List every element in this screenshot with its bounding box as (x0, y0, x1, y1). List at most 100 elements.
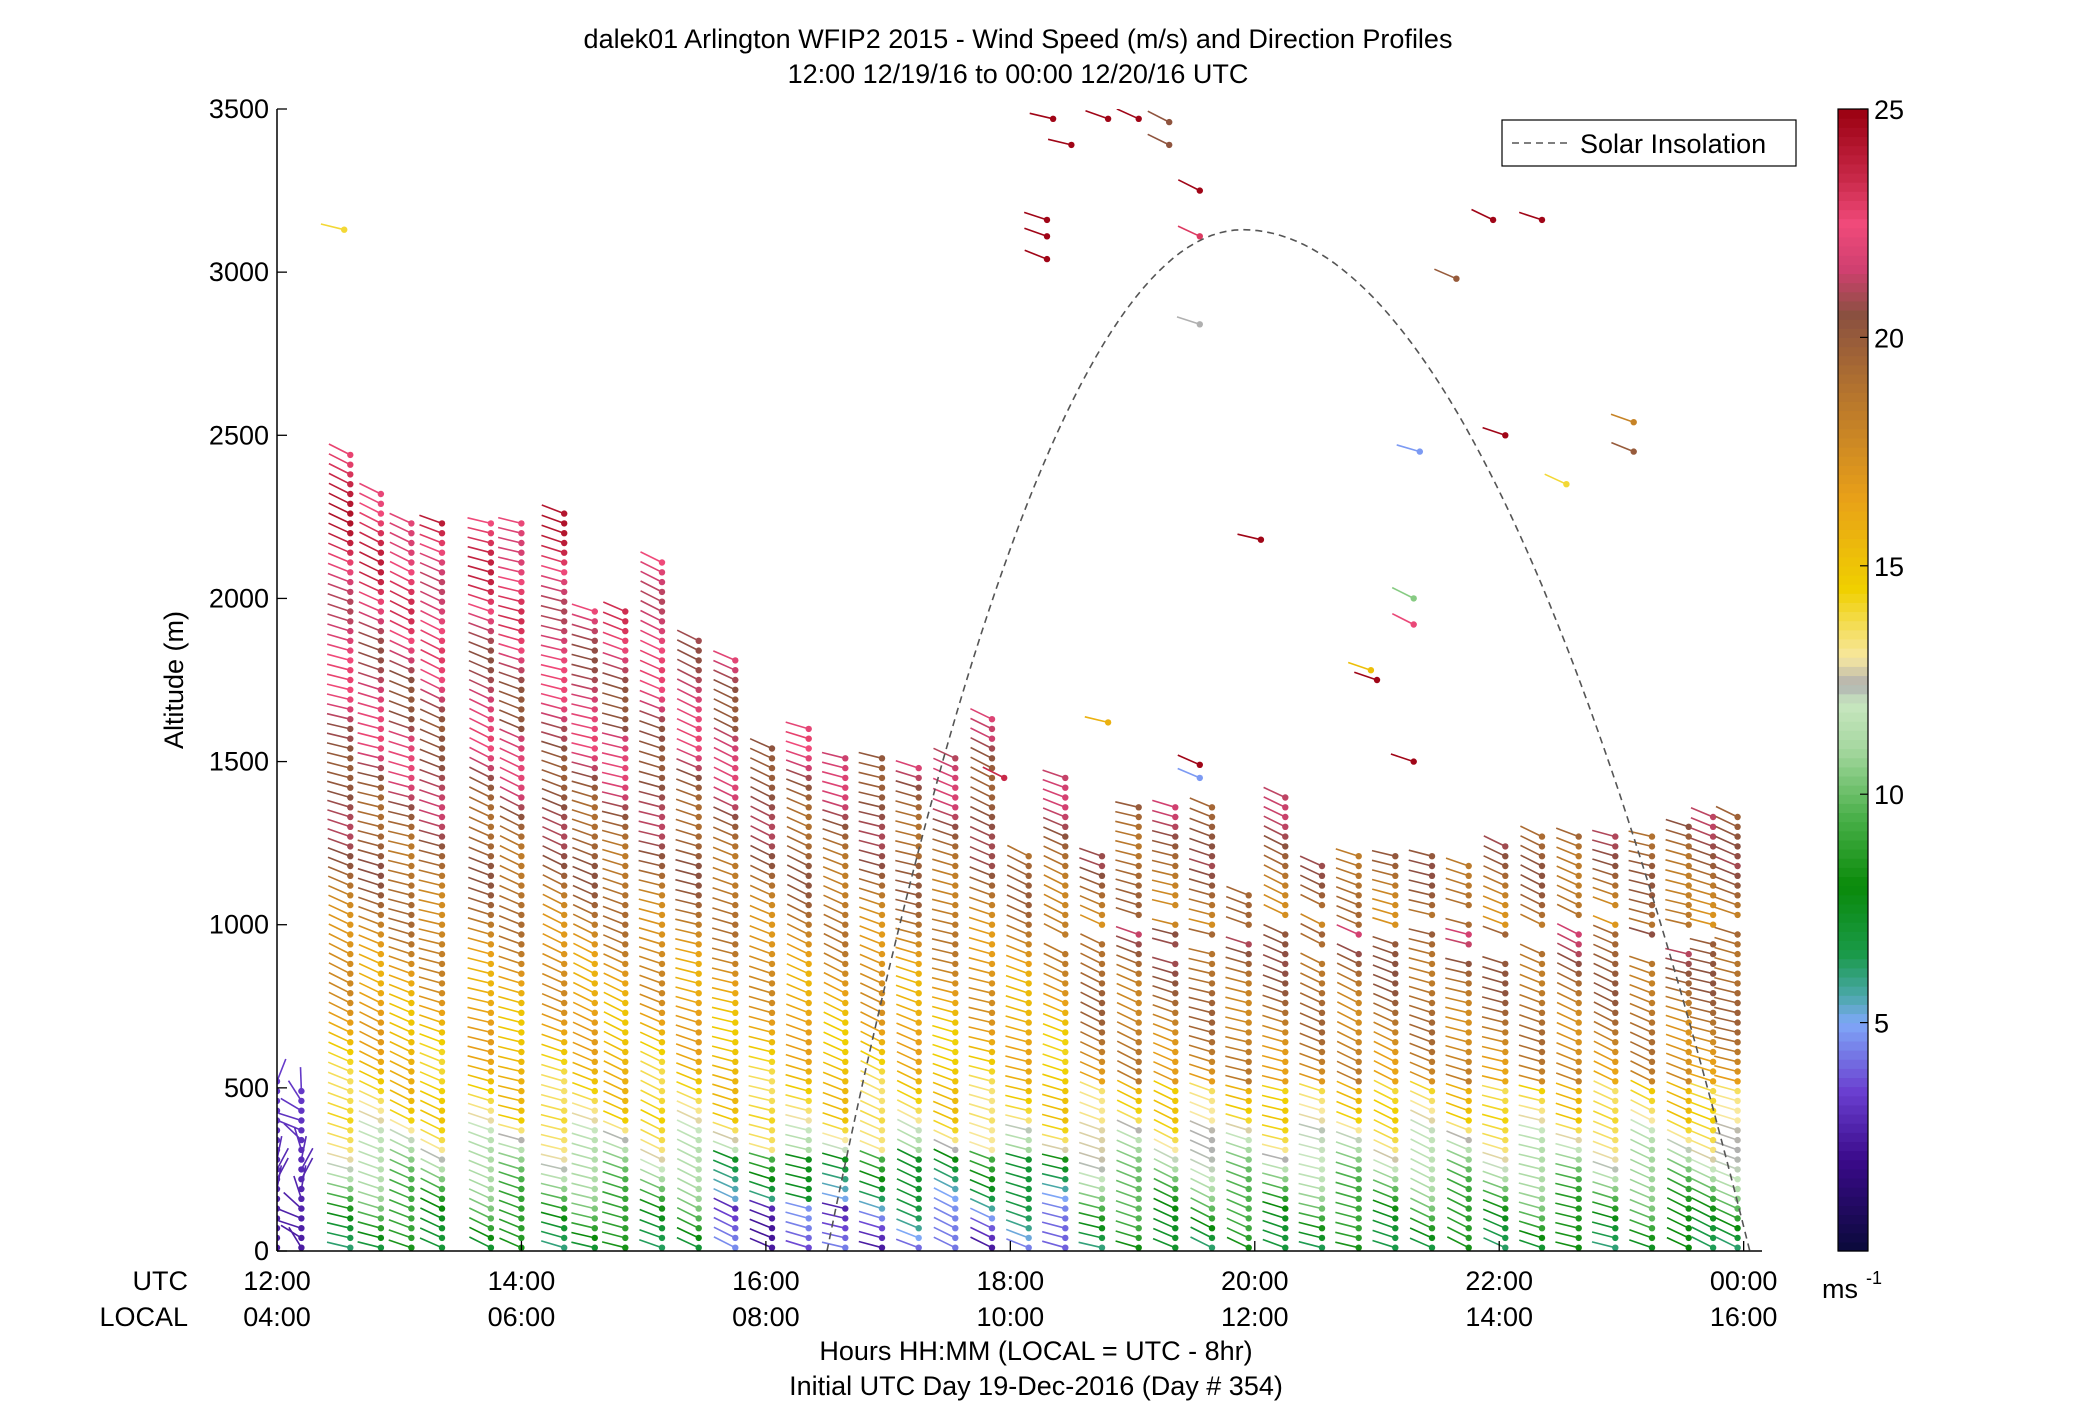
wind-barb-point (1062, 853, 1069, 860)
wind-barb-point (1502, 1087, 1509, 1095)
wind-barb-point (1282, 970, 1289, 977)
wind-barb-staff (1665, 818, 1689, 828)
wind-barb-point (878, 950, 886, 958)
wind-barb-staff (571, 1172, 595, 1180)
colorbar-band (1838, 246, 1868, 256)
wind-barb-staff (896, 1108, 920, 1122)
wind-barb-point (768, 980, 776, 987)
wind-barb-point (732, 755, 739, 762)
wind-barb-point (408, 530, 415, 537)
wind-barb-point (1734, 1244, 1741, 1251)
wind-barb-staff (1116, 982, 1140, 994)
wind-barb-point (622, 921, 629, 928)
wind-barb-staff (387, 820, 412, 828)
wind-barb-point (1538, 1117, 1546, 1124)
wind-barb-staff (541, 1053, 565, 1063)
wind-barb-staff (821, 1221, 846, 1229)
wind-barb-staff (1261, 1124, 1286, 1132)
wind-barb-staff (1555, 1122, 1579, 1132)
wind-barb-point (408, 520, 415, 527)
wind-barb-staff (389, 1108, 412, 1122)
wind-barb-point (622, 627, 629, 635)
wind-barb-staff (601, 1231, 626, 1239)
wind-barb-staff (748, 1094, 773, 1102)
wind-barb-point (622, 813, 629, 821)
wind-barb-point (1685, 1146, 1692, 1154)
wind-barb-point (842, 823, 849, 830)
wind-barb-staff (1151, 956, 1176, 965)
wind-barb-point (347, 716, 354, 723)
wind-barb-point (1709, 1009, 1717, 1016)
wind-barb-staff (1189, 1082, 1213, 1092)
wind-barb-staff (823, 932, 846, 946)
wind-barb-staff (823, 1011, 846, 1024)
wind-barb-staff (1006, 854, 1030, 867)
wind-barb-staff (1518, 1094, 1543, 1102)
wind-barb-point (1685, 1185, 1692, 1193)
wind-barb-point (1135, 1068, 1142, 1075)
colorbar-band (1838, 1241, 1868, 1252)
wind-barb-point (768, 911, 776, 919)
wind-barb-staff (389, 1050, 412, 1063)
wind-barb-point (915, 931, 922, 938)
wind-barb-staff (1151, 898, 1176, 906)
wind-barb-staff (858, 1190, 883, 1200)
wind-barb-point (1282, 1127, 1289, 1134)
wind-barb-staff (1116, 963, 1140, 975)
wind-barb-staff (601, 820, 626, 828)
wind-barb-staff (1446, 1226, 1470, 1239)
wind-barb-staff (327, 1101, 351, 1112)
wind-barb-point (1172, 999, 1179, 1007)
wind-barb-staff (969, 1197, 993, 1210)
wind-barb-point (1685, 960, 1692, 968)
wind-barb-point (1355, 999, 1362, 1007)
wind-barb-staff (1151, 879, 1176, 887)
colorbar-band (1838, 620, 1868, 631)
wind-barb-point (658, 892, 666, 899)
wind-barb-point (487, 872, 495, 879)
wind-barb-point (1208, 892, 1216, 899)
wind-barb-staff (1714, 976, 1738, 985)
wind-barb-point (347, 911, 354, 919)
wind-barb-staff (713, 1216, 736, 1229)
wind-barb-point (1465, 999, 1472, 1007)
wind-barb-staff (468, 640, 492, 652)
wind-barb-staff (895, 830, 919, 838)
wind-barb-point (915, 1205, 922, 1212)
wind-barb-staff (1666, 1226, 1690, 1239)
wind-barb-point (805, 1039, 812, 1046)
colorbar-band (1838, 474, 1868, 485)
wind-barb-staff (821, 1231, 846, 1239)
wind-barb-point (658, 911, 666, 919)
wind-barb-point (768, 1185, 776, 1193)
wind-barb-point (1135, 1058, 1142, 1066)
wind-barb-staff (467, 957, 492, 965)
wind-barb-staff (1263, 864, 1286, 877)
wind-barb-staff (1714, 906, 1738, 916)
wind-barb-point (695, 1185, 702, 1193)
wind-barb-point (695, 1156, 702, 1163)
wind-barb-staff (1116, 973, 1140, 985)
wind-barb-staff (326, 1241, 351, 1249)
wind-barb-point (658, 745, 666, 752)
wind-barb-staff (1225, 1093, 1249, 1102)
wind-barb-staff (1176, 316, 1201, 326)
y-tick-label: 3000 (209, 257, 269, 287)
wind-barb-staff (326, 712, 351, 720)
wind-barb-staff (419, 728, 443, 740)
wind-barb-point (695, 990, 702, 997)
wind-barb-staff (572, 1031, 596, 1043)
colorbar-band (1838, 392, 1868, 402)
wind-barb-point (408, 823, 415, 830)
wind-barb-point (732, 1068, 739, 1075)
wind-barb-point (561, 1058, 568, 1066)
wind-barb-staff (1629, 1012, 1653, 1024)
wind-barb-point (1575, 960, 1582, 968)
wind-barb-staff (675, 995, 699, 1004)
colorbar-band (1838, 657, 1868, 667)
wind-barb-point (377, 960, 385, 968)
wind-barb-staff (749, 1199, 773, 1210)
wind-barb-staff (1691, 1168, 1714, 1180)
wind-barb-staff (541, 534, 565, 544)
wind-barb-point (732, 1019, 739, 1026)
